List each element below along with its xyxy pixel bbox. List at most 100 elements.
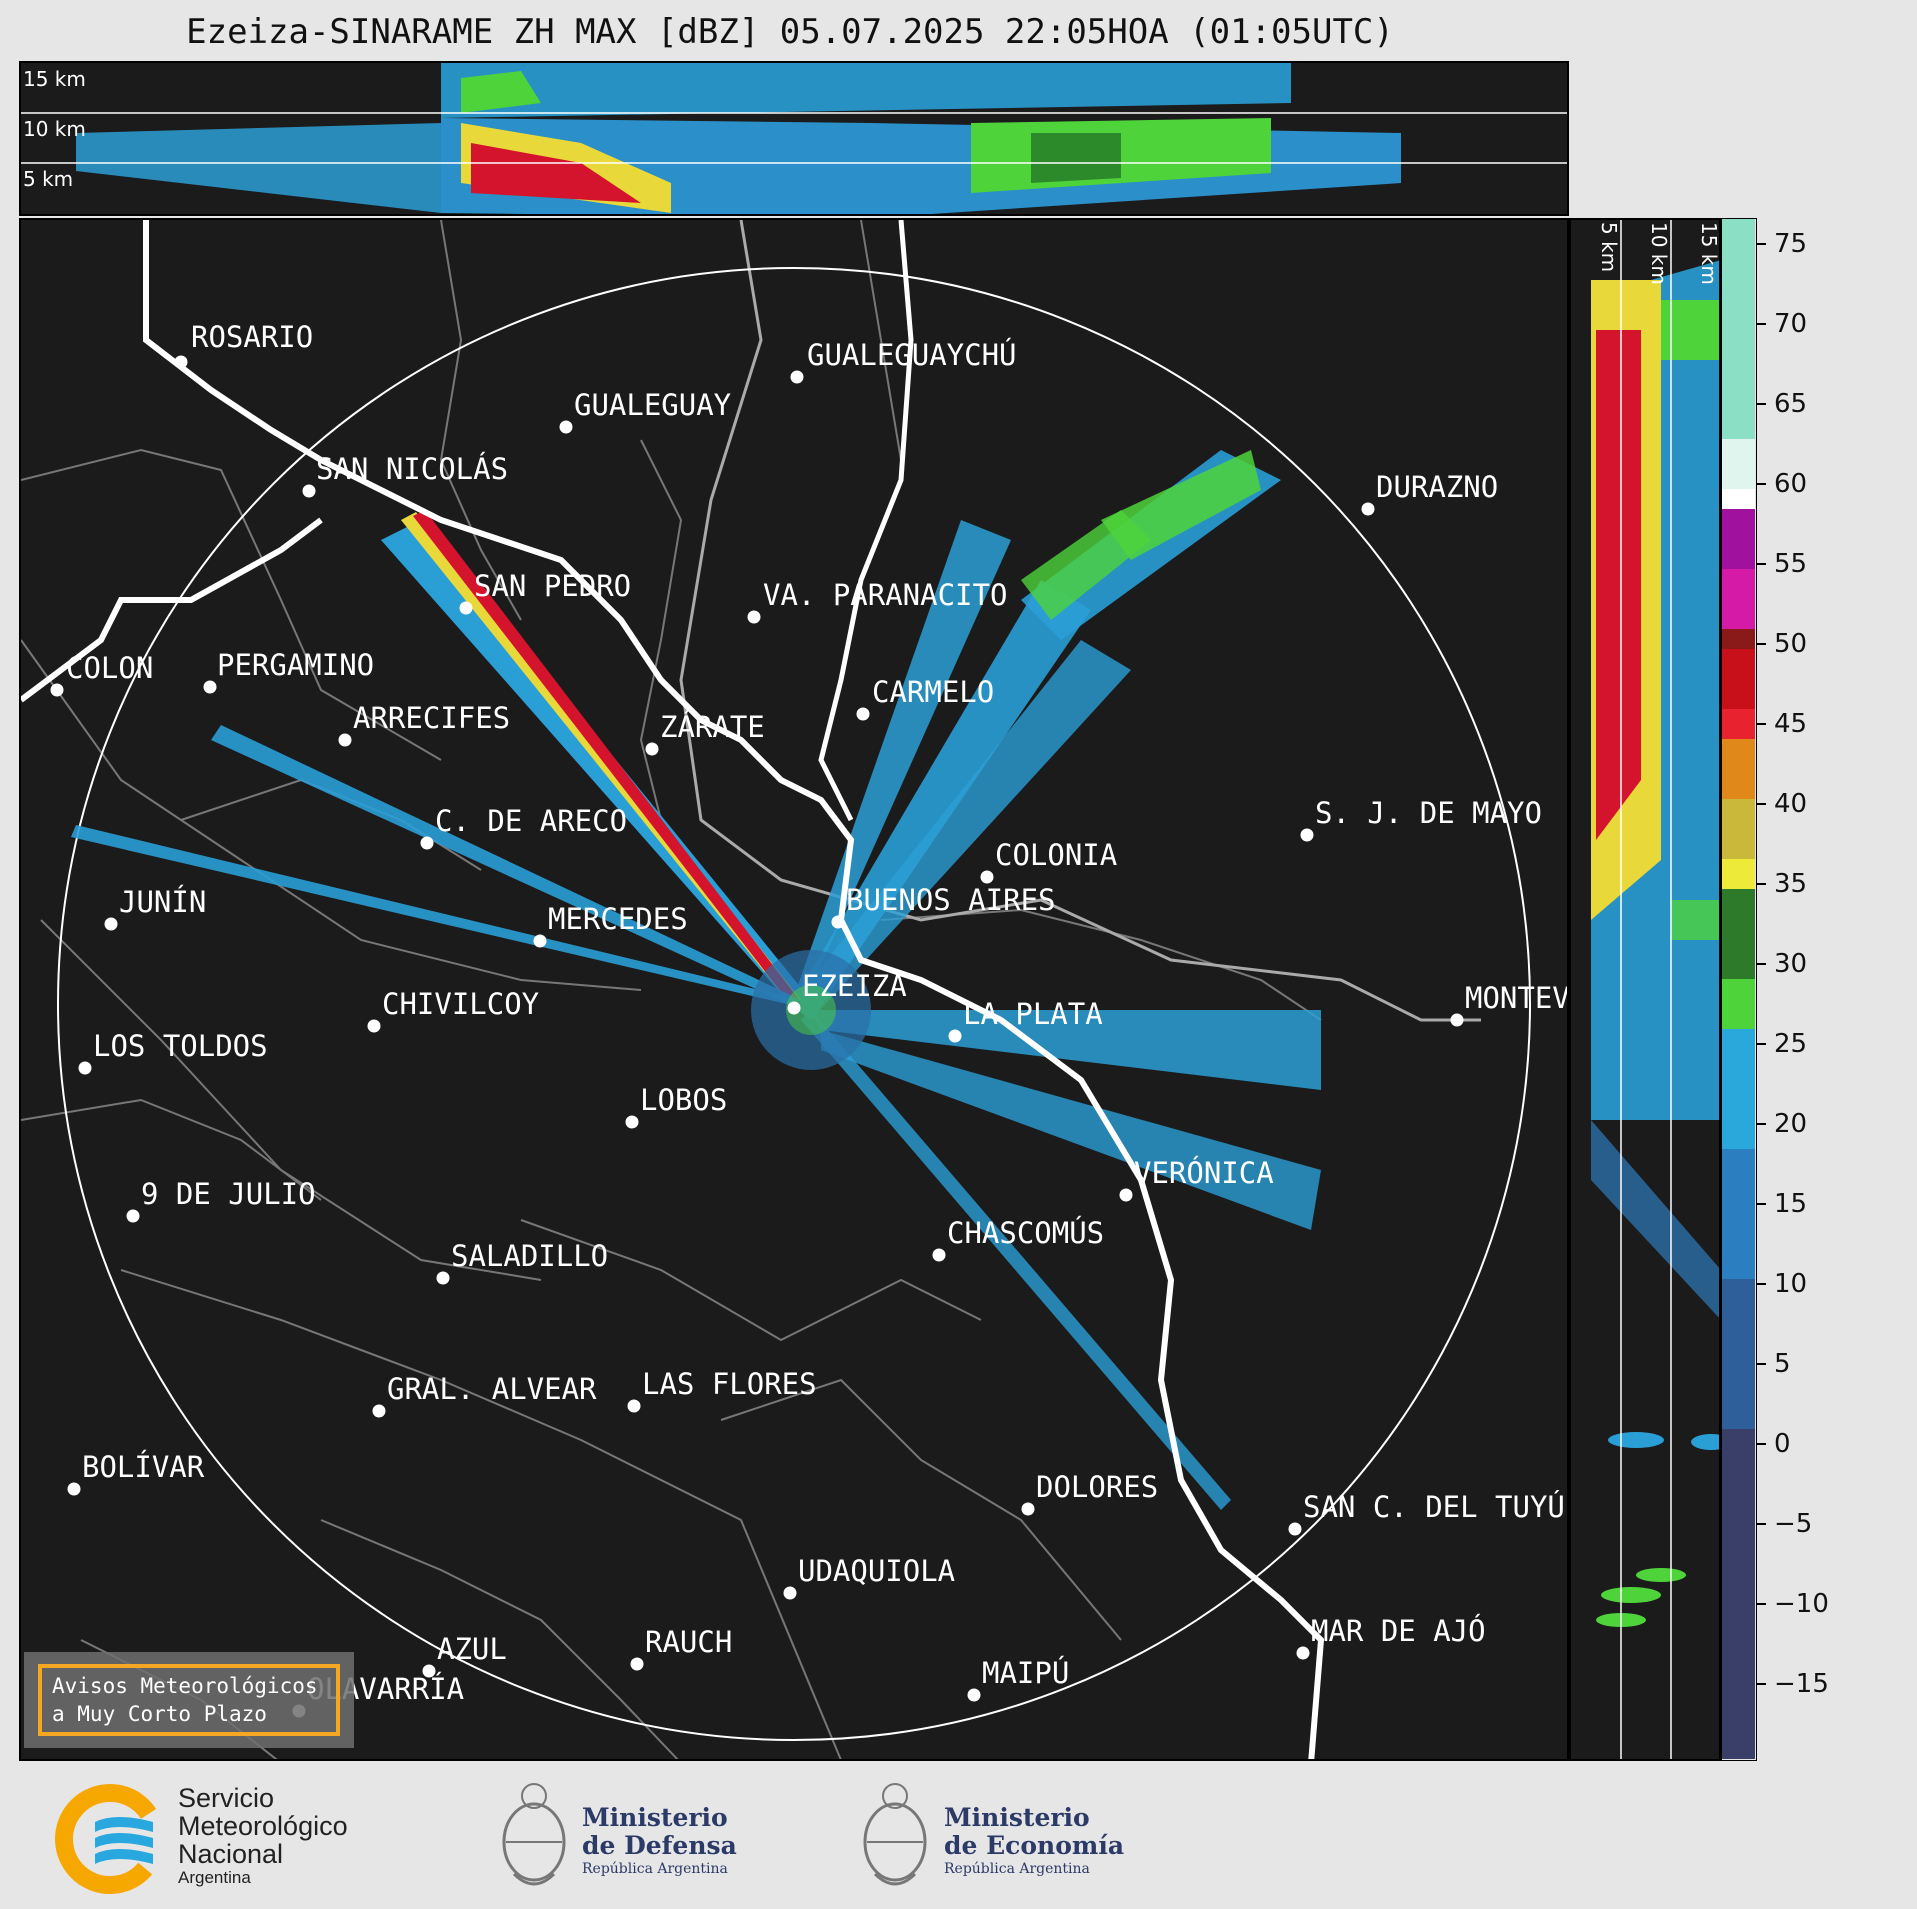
city-label-chivilcoy: CHIVILCOY <box>382 987 540 1021</box>
tick-label-40: 40 <box>1774 789 1808 819</box>
city-label-mercedes: MERCEDES <box>548 902 688 936</box>
smn-line-1: Servicio <box>178 1783 275 1813</box>
alert-line-1: Avisos Meteorológicos <box>52 1674 318 1698</box>
city-dot-mercedes <box>533 934 547 948</box>
tick-label-60: 60 <box>1774 469 1808 499</box>
city-label-chascomus: CHASCOMÚS <box>947 1216 1105 1250</box>
city-dot-colonia <box>980 870 994 884</box>
city-label-9-de-julio: 9 DE JULIO <box>141 1177 316 1211</box>
top-cross-section-echoes <box>21 63 1567 214</box>
city-dot-dolores <box>1021 1502 1035 1516</box>
tick-mark-minus10 <box>1757 1603 1766 1605</box>
city-dot-mar-de-ajo <box>1296 1646 1310 1660</box>
alert-box[interactable]: Avisos Meteorológicos a Muy Corto Plazo <box>24 1652 354 1748</box>
smn-logo-icon <box>55 1784 165 1894</box>
city-dot-chascomus <box>932 1248 946 1262</box>
top-cross-section-panel: 15 km 10 km 5 km <box>19 61 1569 216</box>
radar-map-svg <box>21 220 1531 1759</box>
tick-label-0: 0 <box>1774 1429 1791 1459</box>
city-label-san-pedro: SAN PEDRO <box>474 569 632 603</box>
city-label-gualeguay: GUALEGUAY <box>574 388 732 422</box>
city-label-gualeguaychu: GUALEGUAYCHÚ <box>807 338 1017 372</box>
city-label-los-toldos: LOS TOLDOS <box>93 1029 268 1063</box>
city-label-lobos: LOBOS <box>640 1083 728 1117</box>
tick-label-50: 50 <box>1774 629 1808 659</box>
city-dot-colon <box>50 683 64 697</box>
defensa-coat-of-arms-icon <box>502 1783 566 1886</box>
city-dot-gualeguay <box>559 420 573 434</box>
city-dot-chivilcoy <box>367 1019 381 1033</box>
tick-label-65: 65 <box>1774 389 1808 419</box>
economia-line-3: República Argentina <box>944 1861 1090 1877</box>
tick-mark-50 <box>1757 643 1766 645</box>
tick-mark-45 <box>1757 723 1766 725</box>
city-label-montevideo: MONTEVIDEO <box>1465 981 1569 1015</box>
city-dot-arrecifes <box>338 733 352 747</box>
city-label-mar-de-ajo: MAR DE AJÓ <box>1311 1614 1486 1648</box>
tick-label-55: 55 <box>1774 549 1808 579</box>
city-label-saladillo: SALADILLO <box>451 1239 609 1273</box>
tick-label-minus15: −15 <box>1774 1669 1829 1699</box>
defensa-line-1: Ministerio <box>582 1803 728 1832</box>
city-label-san-nicolas: SAN NICOLÁS <box>316 452 509 486</box>
tick-mark-0 <box>1757 1443 1766 1445</box>
tick-mark-5 <box>1757 1363 1766 1365</box>
city-label-junin: JUNÍN <box>119 885 207 919</box>
tick-mark-65 <box>1757 403 1766 405</box>
defensa-logo-text: Ministerio de Defensa República Argentin… <box>582 1804 737 1878</box>
city-label-maipu: MAIPÚ <box>982 1656 1070 1690</box>
tick-mark-55 <box>1757 563 1766 565</box>
side-cross-section-echoes <box>1591 220 1719 1759</box>
economia-coat-of-arms-icon <box>863 1783 927 1886</box>
city-label-dolores: DOLORES <box>1036 1470 1159 1504</box>
city-dot-pergamino <box>203 680 217 694</box>
city-dot-los-toldos <box>78 1061 92 1075</box>
city-dot-azul <box>422 1664 436 1678</box>
colorbar-gradient <box>1722 219 1755 1759</box>
smn-logo-text: Servicio Meteorológico Nacional Argentin… <box>178 1784 348 1888</box>
defensa-line-2: de Defensa <box>582 1831 737 1860</box>
tick-label-25: 25 <box>1774 1029 1808 1059</box>
city-label-colon: COLON <box>66 651 154 685</box>
height-label-5km: 5 km <box>23 167 74 191</box>
smn-line-3: Nacional <box>178 1839 284 1869</box>
page-title: Ezeiza-SINARAME ZH MAX [dBZ] 05.07.2025 … <box>186 12 1394 52</box>
smn-line-4: Argentina <box>178 1868 251 1887</box>
tick-label-5: 5 <box>1774 1349 1791 1379</box>
province-boundary-north <box>21 517 323 703</box>
city-dot-udaquiola <box>783 1586 797 1600</box>
side-height-label-5km: 5 km <box>1597 222 1621 273</box>
city-dot-bolivar <box>67 1482 81 1496</box>
tick-label-20: 20 <box>1774 1109 1808 1139</box>
city-label-s-j-de-mayo: S. J. DE MAYO <box>1315 796 1542 830</box>
tick-mark-15 <box>1757 1203 1766 1205</box>
city-dot-lobos <box>625 1115 639 1129</box>
city-dot-la-plata <box>948 1029 962 1043</box>
economia-line-2: de Economía <box>944 1831 1125 1860</box>
admin-borders <box>21 220 1322 1759</box>
alert-box-frame[interactable]: Avisos Meteorológicos a Muy Corto Plazo <box>38 1664 340 1736</box>
city-label-buenos-aires: BUENOS AIRES <box>846 883 1056 917</box>
tick-mark-25 <box>1757 1043 1766 1045</box>
dbz-colorbar <box>1721 218 1757 1761</box>
tick-label-35: 35 <box>1774 869 1808 899</box>
height-label-15km: 15 km <box>23 67 86 91</box>
city-dot-c-de-areco <box>420 836 434 850</box>
city-label-veronica: VERÓNICA <box>1134 1156 1274 1190</box>
city-label-rauch: RAUCH <box>645 1625 733 1659</box>
defensa-line-3: República Argentina <box>582 1861 728 1877</box>
tick-label-minus5: −5 <box>1774 1509 1813 1539</box>
city-dot-saladillo <box>436 1271 450 1285</box>
range-ring <box>57 267 1531 1741</box>
tick-mark-40 <box>1757 803 1766 805</box>
tick-label-45: 45 <box>1774 709 1808 739</box>
city-dot-va-paranacito <box>747 610 761 624</box>
economia-line-1: Ministerio <box>944 1803 1090 1832</box>
city-dot-gualeguaychu <box>790 370 804 384</box>
city-label-zarate: ZÁRATE <box>660 710 765 744</box>
tick-label-70: 70 <box>1774 309 1808 339</box>
city-dot-9-de-julio <box>126 1209 140 1223</box>
city-dot-ezeiza <box>787 1001 801 1015</box>
city-dot-san-nicolas <box>302 484 316 498</box>
tick-label-10: 10 <box>1774 1269 1808 1299</box>
